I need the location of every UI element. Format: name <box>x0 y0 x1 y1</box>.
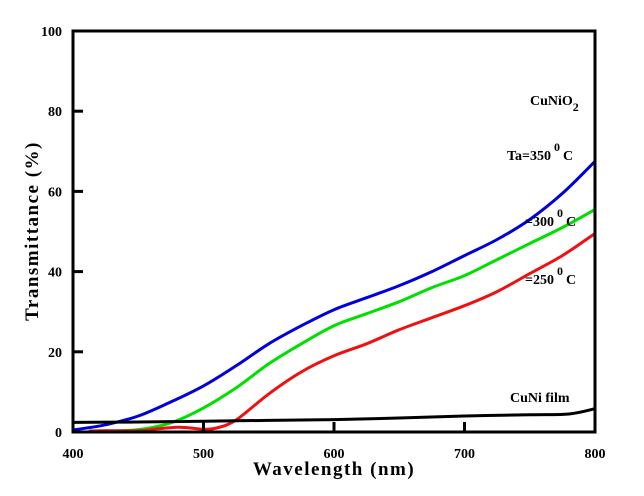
t250-value: =250 <box>525 273 554 288</box>
compound-subscript: 2 <box>573 100 579 114</box>
annotation-250: =2500C <box>525 264 576 288</box>
x-tick-label: 400 <box>63 447 84 462</box>
ta-350-degree: 0 <box>554 140 560 154</box>
x-tick-label: 700 <box>454 447 475 462</box>
annotation-300: =3000C <box>525 206 576 230</box>
t300-unit: C <box>566 215 576 230</box>
series-250c-line <box>88 232 596 433</box>
x-tick-label: 800 <box>585 447 606 462</box>
y-tick-label: 0 <box>55 426 62 441</box>
y-tick-label: 20 <box>48 346 62 361</box>
y-tick-label: 80 <box>48 105 62 120</box>
x-axis-title: Wavelength (nm) <box>253 459 415 480</box>
series-cuni-film-line <box>72 407 596 424</box>
ta-350-unit: C <box>563 149 573 164</box>
series-350c-line <box>72 160 597 432</box>
t250-degree: 0 <box>557 264 563 278</box>
compound-base: CuNiO <box>530 94 573 109</box>
annotation-compound: CuNiO2 <box>530 94 579 114</box>
y-tick-label: 60 <box>48 185 62 200</box>
t300-degree: 0 <box>557 206 563 220</box>
t250-unit: C <box>566 273 576 288</box>
series-300c-line <box>89 208 596 433</box>
x-tick-label: 600 <box>324 447 345 462</box>
plot-frame <box>71 29 597 434</box>
annotation-ta-350: Ta=3500C <box>507 140 573 164</box>
x-tick-label: 500 <box>193 447 214 462</box>
annotation-cuni-film: CuNi film <box>510 391 570 406</box>
series-layer <box>72 160 597 433</box>
y-tick-label: 40 <box>48 266 62 281</box>
y-axis-title: Transmittance (%) <box>22 141 43 321</box>
t300-value: =300 <box>525 215 554 230</box>
ta-350-value: Ta=350 <box>507 149 551 164</box>
y-tick-label: 100 <box>41 25 62 40</box>
